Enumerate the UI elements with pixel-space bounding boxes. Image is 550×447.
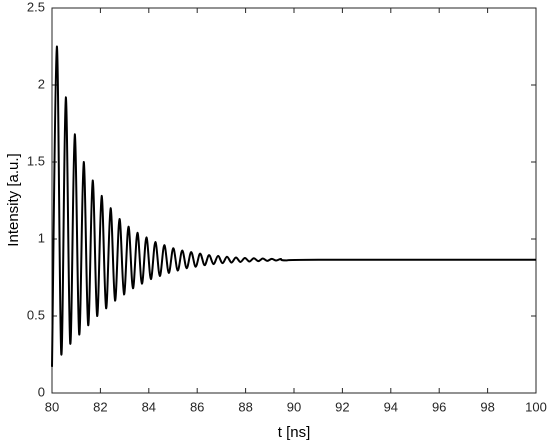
x-tick-label: 100 bbox=[525, 399, 547, 414]
y-tick-label: 2.5 bbox=[27, 0, 45, 14]
y-tick-label: 1 bbox=[38, 230, 45, 245]
y-tick-label: 1.5 bbox=[27, 153, 45, 168]
x-tick-label: 88 bbox=[238, 399, 252, 414]
x-tick-label: 96 bbox=[432, 399, 446, 414]
x-axis-label: t [ns] bbox=[278, 424, 311, 441]
x-tick-label: 86 bbox=[190, 399, 204, 414]
x-tick-label: 82 bbox=[93, 399, 107, 414]
x-tick-label: 90 bbox=[287, 399, 301, 414]
x-tick-label: 84 bbox=[142, 399, 156, 414]
y-tick-label: 0.5 bbox=[27, 307, 45, 322]
x-tick-label: 98 bbox=[480, 399, 494, 414]
y-axis-label: Intensity [a.u.] bbox=[5, 153, 22, 246]
x-tick-label: 94 bbox=[384, 399, 398, 414]
y-tick-label: 2 bbox=[38, 76, 45, 91]
y-tick-label: 0 bbox=[38, 384, 45, 399]
x-tick-label: 92 bbox=[335, 399, 349, 414]
x-tick-label: 80 bbox=[45, 399, 59, 414]
plot-frame bbox=[51, 7, 537, 394]
data-line bbox=[51, 45, 537, 367]
